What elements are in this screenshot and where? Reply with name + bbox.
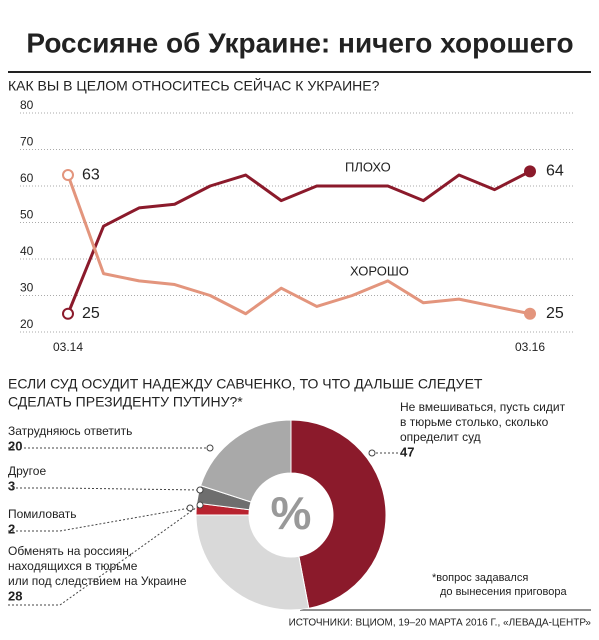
category-label: Помиловать (8, 507, 76, 521)
y-tick-label: 80 (20, 98, 34, 112)
category-label: находящихся в тюрьме (8, 559, 138, 573)
value-label: 28 (8, 588, 22, 603)
line (66, 170, 531, 315)
connector-dot (206, 444, 214, 452)
category-label: или под следствием на Украине (8, 574, 187, 588)
end-dot (524, 165, 536, 178)
connector-dot (368, 449, 376, 457)
donut-slice (195, 514, 310, 611)
connector-dot (186, 504, 194, 512)
category-label: Затрудняюсь ответить (8, 424, 132, 438)
connector-dot (196, 501, 204, 509)
donut-title: СДЕЛАТЬ ПРЕЗИДЕНТУ ПУТИНУ?* (8, 394, 243, 410)
connector (8, 504, 201, 606)
value-label: 47 (400, 444, 414, 459)
donut-slice (290, 419, 387, 609)
x-tick-label: 03.14 (53, 340, 83, 354)
end-dot (524, 307, 536, 320)
category-label: определит суд (400, 430, 481, 444)
footnote: *вопрос задавался (432, 572, 528, 584)
y-tick-label: 50 (20, 208, 34, 222)
series-label: ПЛОХО (345, 159, 391, 174)
value-label: 63 (82, 166, 100, 183)
y-tick-label: 40 (20, 244, 34, 258)
category-label: Другое (8, 464, 46, 478)
value-label: 25 (82, 305, 100, 322)
x-tick-label: 03.16 (515, 340, 545, 354)
category-label: в тюрьме столько, сколько (400, 415, 549, 429)
line (66, 174, 531, 316)
start-dot (62, 169, 74, 182)
value-label: 20 (8, 438, 22, 453)
connector (8, 487, 201, 491)
connector (8, 507, 191, 532)
main-title: Россияне об Украине: ничего хорошего (26, 27, 573, 58)
category-label: Обменять на россиян, (8, 544, 132, 558)
line-chart-title: КАК ВЫ В ЦЕЛОМ ОТНОСИТЕСЬ СЕЙЧАС К УКРАИ… (8, 77, 380, 94)
start-dot (62, 307, 74, 320)
center-label: % (271, 487, 312, 539)
value-label: 25 (546, 305, 564, 322)
y-tick-label: 30 (20, 281, 34, 295)
series-label: ХОРОШО (350, 263, 409, 278)
y-tick-label: 60 (20, 171, 34, 185)
category-label: Не вмешиваться, пусть сидит (400, 400, 566, 414)
source: ИСТОЧНИКИ: ВЦИОМ, 19–20 МАРТА 2016 Г., «… (289, 618, 592, 629)
donut-slice (200, 419, 292, 503)
y-tick-label: 70 (20, 135, 34, 149)
value-label: 2 (8, 521, 15, 536)
value-label: 64 (546, 163, 564, 180)
connector-dot (196, 486, 204, 494)
y-tick-label: 20 (20, 317, 34, 331)
donut-title: ЕСЛИ СУД ОСУДИТ НАДЕЖДУ САВЧЕНКО, ТО ЧТО… (8, 376, 483, 392)
footnote: до вынесения приговора (440, 586, 567, 598)
value-label: 3 (8, 478, 15, 493)
